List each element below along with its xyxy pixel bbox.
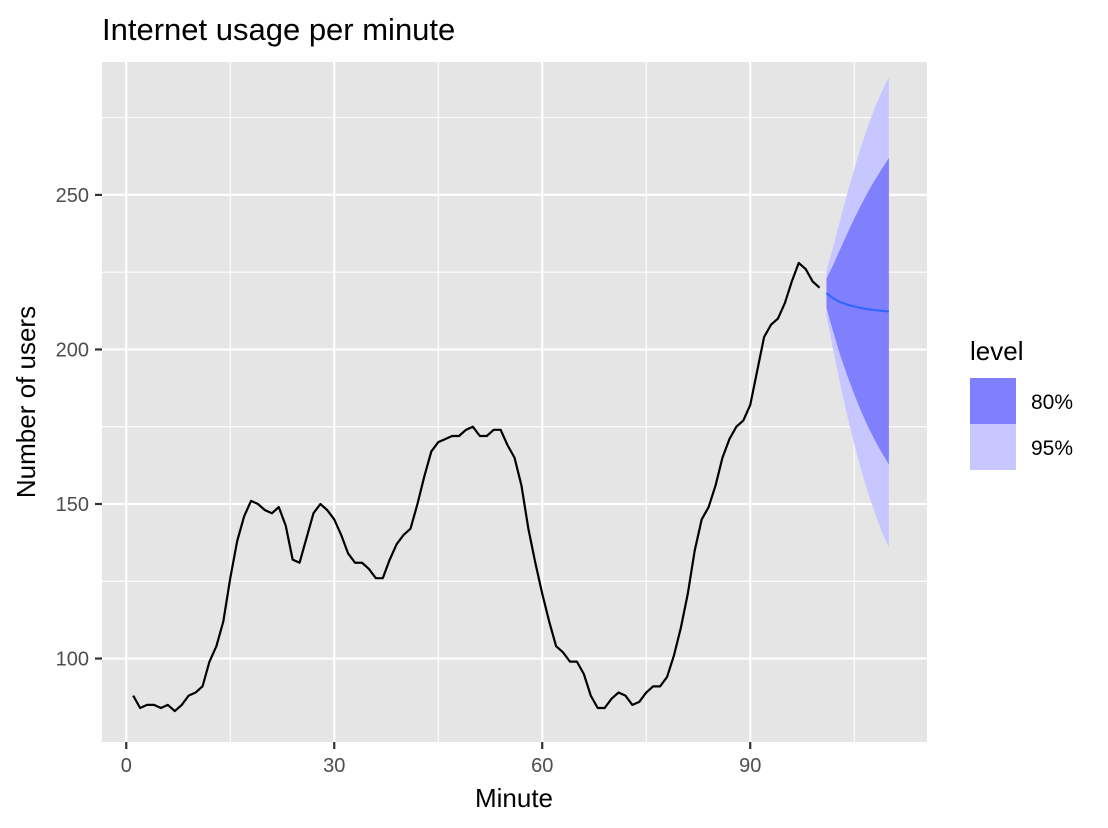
legend: level 80% 95% [970, 336, 1073, 470]
band-80 [826, 157, 889, 465]
legend-title: level [970, 336, 1023, 366]
legend-label-95: 95% [1031, 437, 1073, 460]
x-tick-label: 90 [739, 755, 761, 777]
plot-panel [102, 62, 927, 742]
y-tick-label: 100 [56, 649, 89, 671]
legend-key-95 [970, 424, 1016, 470]
series-line-forecast [825, 292, 889, 313]
y-tick-label: 250 [56, 185, 89, 207]
forecast-bands [826, 77, 889, 548]
series-line-observed [132, 261, 821, 713]
y-tick-label: 200 [56, 339, 89, 361]
legend-key-80 [970, 378, 1016, 424]
x-axis-title: Minute [475, 783, 553, 813]
minor-gridlines [102, 62, 927, 742]
y-axis: 100 150 200 250 [56, 185, 102, 671]
y-axis-title: Number of users [11, 306, 41, 498]
x-tick-label: 0 [121, 755, 132, 777]
y-tick-label: 150 [56, 494, 89, 516]
legend-label-80: 80% [1031, 391, 1073, 414]
chart-title: Internet usage per minute [102, 12, 455, 47]
major-gridlines [102, 62, 927, 742]
x-tick-label: 60 [531, 755, 553, 777]
x-tick-label: 30 [323, 755, 345, 777]
series-lines [132, 261, 889, 713]
x-axis: 0 30 60 90 [121, 742, 761, 777]
